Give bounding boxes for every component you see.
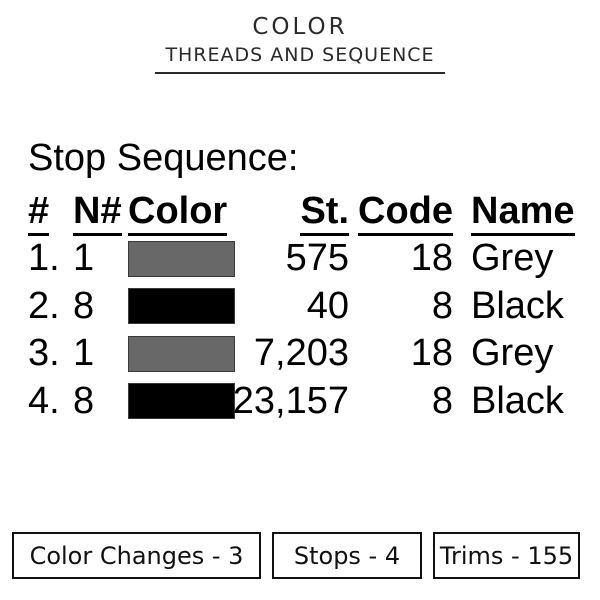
row-swatch-cell	[128, 378, 237, 426]
row-code: 18	[410, 237, 453, 280]
column-header-code: Code	[349, 192, 453, 236]
sheet-title: COLOR	[252, 14, 348, 40]
column-header-needle: N#	[73, 192, 128, 236]
row-color-name: Black	[471, 284, 564, 327]
row-code: 8	[431, 284, 453, 327]
row-needle: 8	[73, 284, 95, 327]
row-needle: 1	[73, 237, 95, 280]
color-swatch-black	[128, 383, 235, 420]
sheet-header: COLOR THREADS AND SEQUENCE	[0, 13, 600, 74]
stop-sequence-table: # N# Color St. Code Name 1. 1 575 18 Gre…	[28, 192, 575, 426]
row-code: 18	[410, 332, 453, 375]
column-header-name: Name	[453, 192, 575, 236]
color-swatch-grey	[128, 240, 235, 277]
row-swatch-cell	[128, 330, 237, 378]
row-needle: 1	[73, 332, 95, 375]
row-swatch-cell	[128, 283, 237, 331]
row-number: 2.	[28, 284, 60, 327]
sheet-subtitle: THREADS AND SEQUENCE	[165, 44, 435, 66]
row-color-name: Grey	[471, 332, 554, 375]
row-number: 4.	[28, 379, 60, 422]
color-swatch-grey	[128, 335, 235, 372]
stops-box: Stops - 4	[272, 532, 422, 579]
row-stitches: 7,203	[253, 332, 349, 375]
column-header-stitches: St.	[237, 192, 349, 236]
row-color-name: Black	[471, 379, 564, 422]
stop-sequence-heading: Stop Sequence:	[28, 137, 299, 179]
color-changes-box: Color Changes - 3	[12, 532, 261, 579]
sheet-subtitle-underline: THREADS AND SEQUENCE	[155, 43, 445, 74]
row-stitches: 23,157	[232, 379, 349, 422]
column-header-color: Color	[128, 192, 237, 236]
row-color-name: Grey	[471, 237, 554, 280]
row-stitches: 40	[306, 284, 349, 327]
trims-box: Trims - 155	[433, 532, 580, 579]
row-number: 3.	[28, 332, 60, 375]
column-header-number: #	[28, 192, 73, 236]
row-stitches: 575	[285, 237, 349, 280]
row-needle: 8	[73, 379, 95, 422]
row-code: 8	[431, 379, 453, 422]
color-swatch-black	[128, 288, 235, 325]
row-swatch-cell	[128, 235, 237, 283]
row-number: 1.	[28, 237, 60, 280]
